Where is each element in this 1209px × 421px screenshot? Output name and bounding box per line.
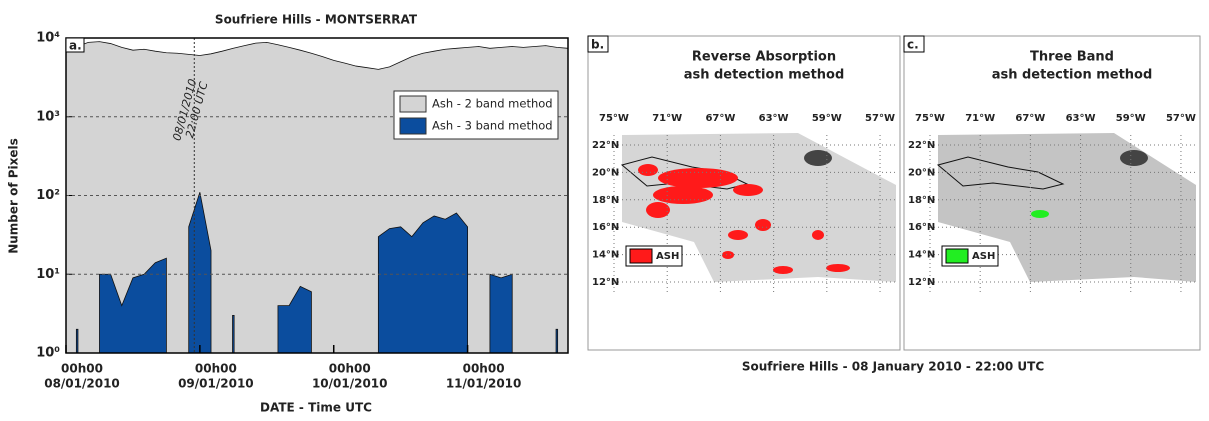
lat-label: 12°N	[908, 277, 935, 288]
lon-label: 59°W	[1116, 113, 1146, 124]
ash-area	[728, 230, 748, 240]
x-tick-date: 09/01/2010	[178, 377, 254, 391]
x-tick-label: 00h00	[329, 362, 371, 376]
y-tick-label: 10¹	[36, 267, 60, 282]
ash-area	[653, 186, 713, 204]
lat-label: 14°N	[592, 250, 619, 261]
maps-caption: Soufriere Hills - 08 January 2010 - 22:0…	[742, 360, 1044, 374]
map-title: ash detection method	[992, 68, 1153, 83]
map-title: Three Band	[1030, 50, 1114, 65]
area	[377, 212, 468, 354]
x-tick-date: 10/01/2010	[312, 377, 388, 391]
legend-swatch	[399, 117, 427, 135]
map-label: b.	[591, 38, 604, 52]
lon-label: 57°W	[865, 113, 895, 124]
map-legend-label: ASH	[656, 251, 679, 262]
x-tick-label: 00h00	[195, 362, 237, 376]
lon-label: 71°W	[652, 113, 682, 124]
dark-cloud	[804, 150, 832, 166]
ash-area	[658, 168, 738, 188]
lat-label: 20°N	[908, 167, 935, 178]
area	[555, 328, 559, 354]
lon-label: 75°W	[599, 113, 629, 124]
map-label: c.	[907, 38, 919, 52]
map-title: ash detection method	[684, 68, 845, 83]
x-tick-date: 08/01/2010	[44, 377, 120, 391]
dark-cloud	[1120, 150, 1148, 166]
x-axis-label: DATE - Time UTC	[260, 401, 372, 415]
map-label-box	[587, 35, 609, 53]
area	[232, 315, 235, 354]
legend-label: Ash - 3 band method	[432, 119, 553, 133]
lon-label: 63°W	[1066, 113, 1096, 124]
ash-area	[638, 164, 658, 176]
lat-label: 12°N	[592, 277, 619, 288]
chart-title: Soufriere Hills - MONTSERRAT	[215, 13, 418, 27]
x-tick-label: 00h00	[463, 362, 505, 376]
coastline	[936, 156, 1065, 190]
map-legend-swatch	[629, 248, 653, 264]
y-tick-label: 10²	[36, 188, 60, 203]
lat-label: 22°N	[592, 140, 619, 151]
lon-label: 59°W	[812, 113, 842, 124]
lat-label: 20°N	[592, 167, 619, 178]
area	[489, 273, 513, 354]
area	[99, 257, 167, 354]
panel-label: a.	[69, 39, 82, 53]
area	[75, 328, 79, 354]
lon-label: 75°W	[915, 113, 945, 124]
x-tick-label: 00h00	[61, 362, 103, 376]
ash-area	[646, 202, 670, 218]
y-tick-label: 10⁰	[36, 346, 60, 361]
ash-area	[826, 264, 850, 272]
legend-swatch	[399, 95, 427, 113]
lon-label: 63°W	[759, 113, 789, 124]
ash-area	[1031, 210, 1049, 218]
ash-area	[722, 251, 734, 259]
y-tick-label: 10³	[36, 109, 60, 124]
ash-area	[773, 266, 793, 274]
lat-label: 18°N	[592, 195, 619, 206]
ash-area	[812, 230, 824, 240]
lon-label: 67°W	[705, 113, 735, 124]
lat-label: 16°N	[592, 222, 619, 233]
lon-label: 71°W	[965, 113, 995, 124]
lon-label: 57°W	[1166, 113, 1196, 124]
satellite-swath	[938, 133, 1196, 282]
lat-label: 14°N	[908, 250, 935, 261]
coastline	[620, 156, 749, 190]
lat-label: 22°N	[908, 140, 935, 151]
plot-frame	[65, 37, 569, 354]
map-legend-swatch	[945, 248, 969, 264]
y-tick-label: 10⁴	[36, 31, 60, 46]
panel-label-box	[65, 37, 85, 53]
x-tick-date: 11/01/2010	[446, 377, 522, 391]
lat-label: 16°N	[908, 222, 935, 233]
legend-label: Ash - 2 band method	[432, 97, 553, 111]
ash-area	[733, 184, 763, 196]
y-axis-label: Number of Pixels	[7, 138, 21, 254]
map-legend-label: ASH	[972, 251, 995, 262]
lon-label: 67°W	[1015, 113, 1045, 124]
map-label-box	[903, 35, 925, 53]
ash-area	[755, 219, 771, 231]
map-title: Reverse Absorption	[692, 50, 836, 65]
lat-label: 18°N	[908, 195, 935, 206]
